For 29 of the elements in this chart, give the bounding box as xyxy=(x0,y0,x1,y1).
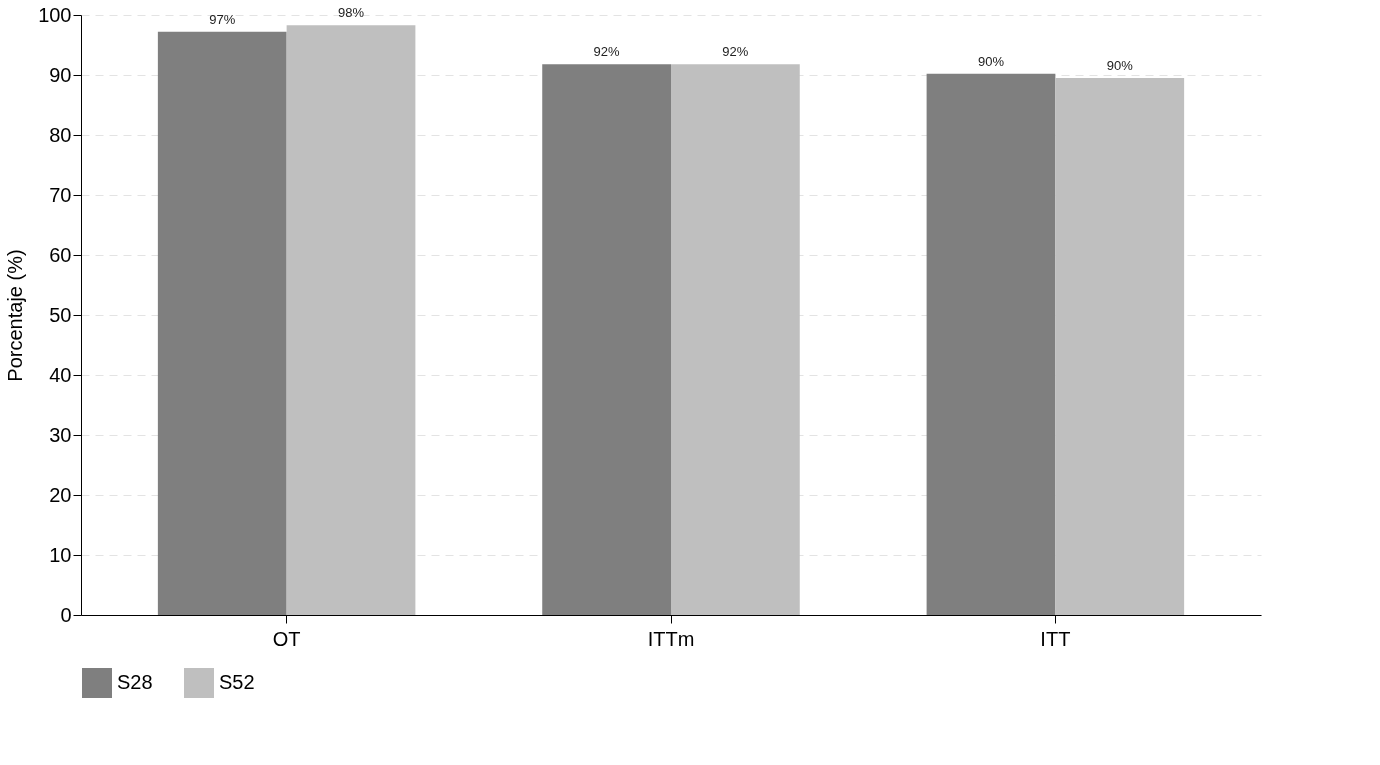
x-tick-label: OT xyxy=(272,627,301,650)
y-tick-label: 10 xyxy=(49,543,72,566)
legend-label: S52 xyxy=(219,671,255,693)
data-label: 92% xyxy=(593,44,621,60)
data-label: 90% xyxy=(977,53,1005,69)
y-tick-label: 100 xyxy=(38,3,72,26)
bar xyxy=(542,64,671,615)
y-tick-label: 90 xyxy=(49,63,72,86)
data-label: 92% xyxy=(722,44,749,60)
y-tick-label: 70 xyxy=(49,183,72,206)
y-tick-label: 30 xyxy=(49,423,72,446)
data-label: 90% xyxy=(1106,58,1134,73)
bar xyxy=(286,25,416,615)
legend-label: S28 xyxy=(117,671,153,693)
bar xyxy=(1055,78,1185,615)
y-tick-label: 0 xyxy=(60,603,72,626)
bar xyxy=(157,31,287,615)
y-tick-label: 40 xyxy=(49,363,72,386)
bar xyxy=(926,73,1056,615)
x-tick-label: ITTm xyxy=(647,627,695,650)
y-axis-title: Porcentaje (%) xyxy=(4,249,27,382)
y-tick-label: 80 xyxy=(49,123,72,146)
x-tick-label: ITT xyxy=(1040,627,1071,650)
y-tick-label: 50 xyxy=(49,303,72,326)
data-label: 98% xyxy=(338,5,365,21)
y-tick-label: 20 xyxy=(49,483,72,506)
y-tick-label: 60 xyxy=(49,243,72,266)
bar xyxy=(671,64,800,615)
data-label: 97% xyxy=(209,11,236,27)
